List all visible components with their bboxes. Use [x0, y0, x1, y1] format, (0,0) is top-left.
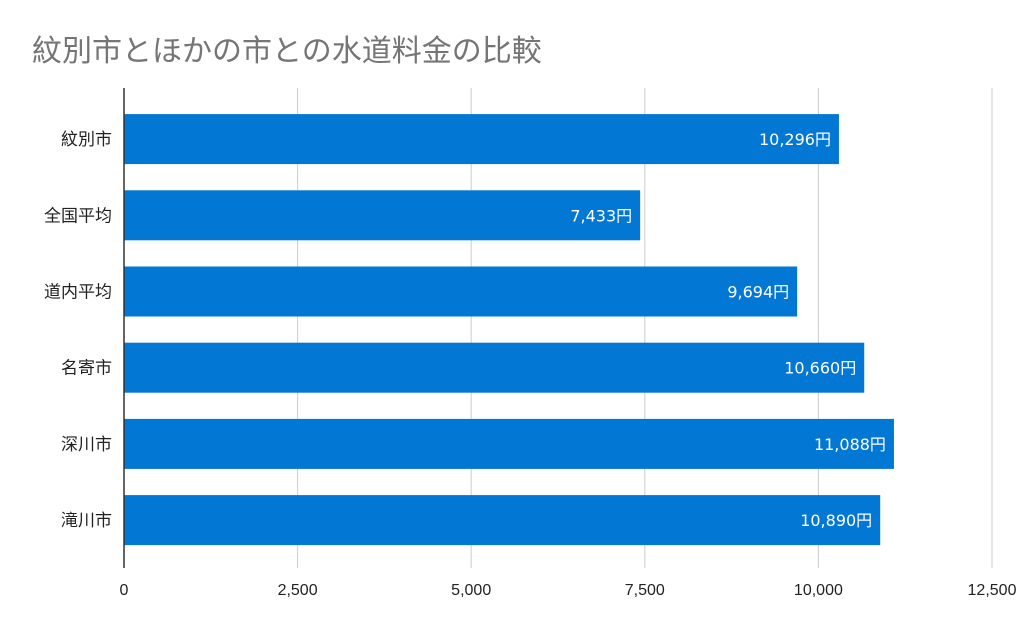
chart-title: 紋別市とほかの市との水道料金の比較	[32, 34, 542, 69]
x-tick-label: 5,000	[451, 582, 491, 599]
bars: 10,296円 7,433円 9,694円 10,660円 11,088円 10,890円	[124, 114, 894, 546]
bar	[124, 342, 865, 393]
x-tick-label: 0	[120, 582, 129, 599]
bar	[124, 266, 798, 317]
bar	[124, 418, 894, 469]
category-label: 名寄市	[61, 359, 112, 379]
bar	[124, 190, 641, 241]
bar-value-label: 10,660円	[784, 359, 856, 378]
bar-value-label: 9,694円	[727, 283, 789, 302]
x-tick-label: 2,500	[278, 582, 318, 599]
x-tick-label: 12,500	[968, 582, 1017, 599]
category-label: 道内平均	[44, 283, 112, 303]
x-tick-label: 10,000	[794, 582, 843, 599]
bar-value-label: 11,088円	[814, 435, 886, 454]
bar-value-label: 10,296円	[759, 130, 831, 149]
gridlines	[297, 88, 993, 568]
category-label: 滝川市	[61, 511, 112, 531]
category-label: 全国平均	[44, 206, 112, 226]
bar	[124, 114, 839, 165]
category-label: 深川市	[61, 435, 112, 455]
x-tick-label: 7,500	[625, 582, 665, 599]
x-axis-ticks: 0 2,500 5,000 7,500 10,000 12,500	[120, 582, 1017, 599]
bar	[124, 495, 881, 546]
category-label: 紋別市	[61, 130, 112, 150]
bar-value-label: 10,890円	[800, 511, 872, 530]
bar-value-label: 7,433円	[570, 206, 632, 225]
